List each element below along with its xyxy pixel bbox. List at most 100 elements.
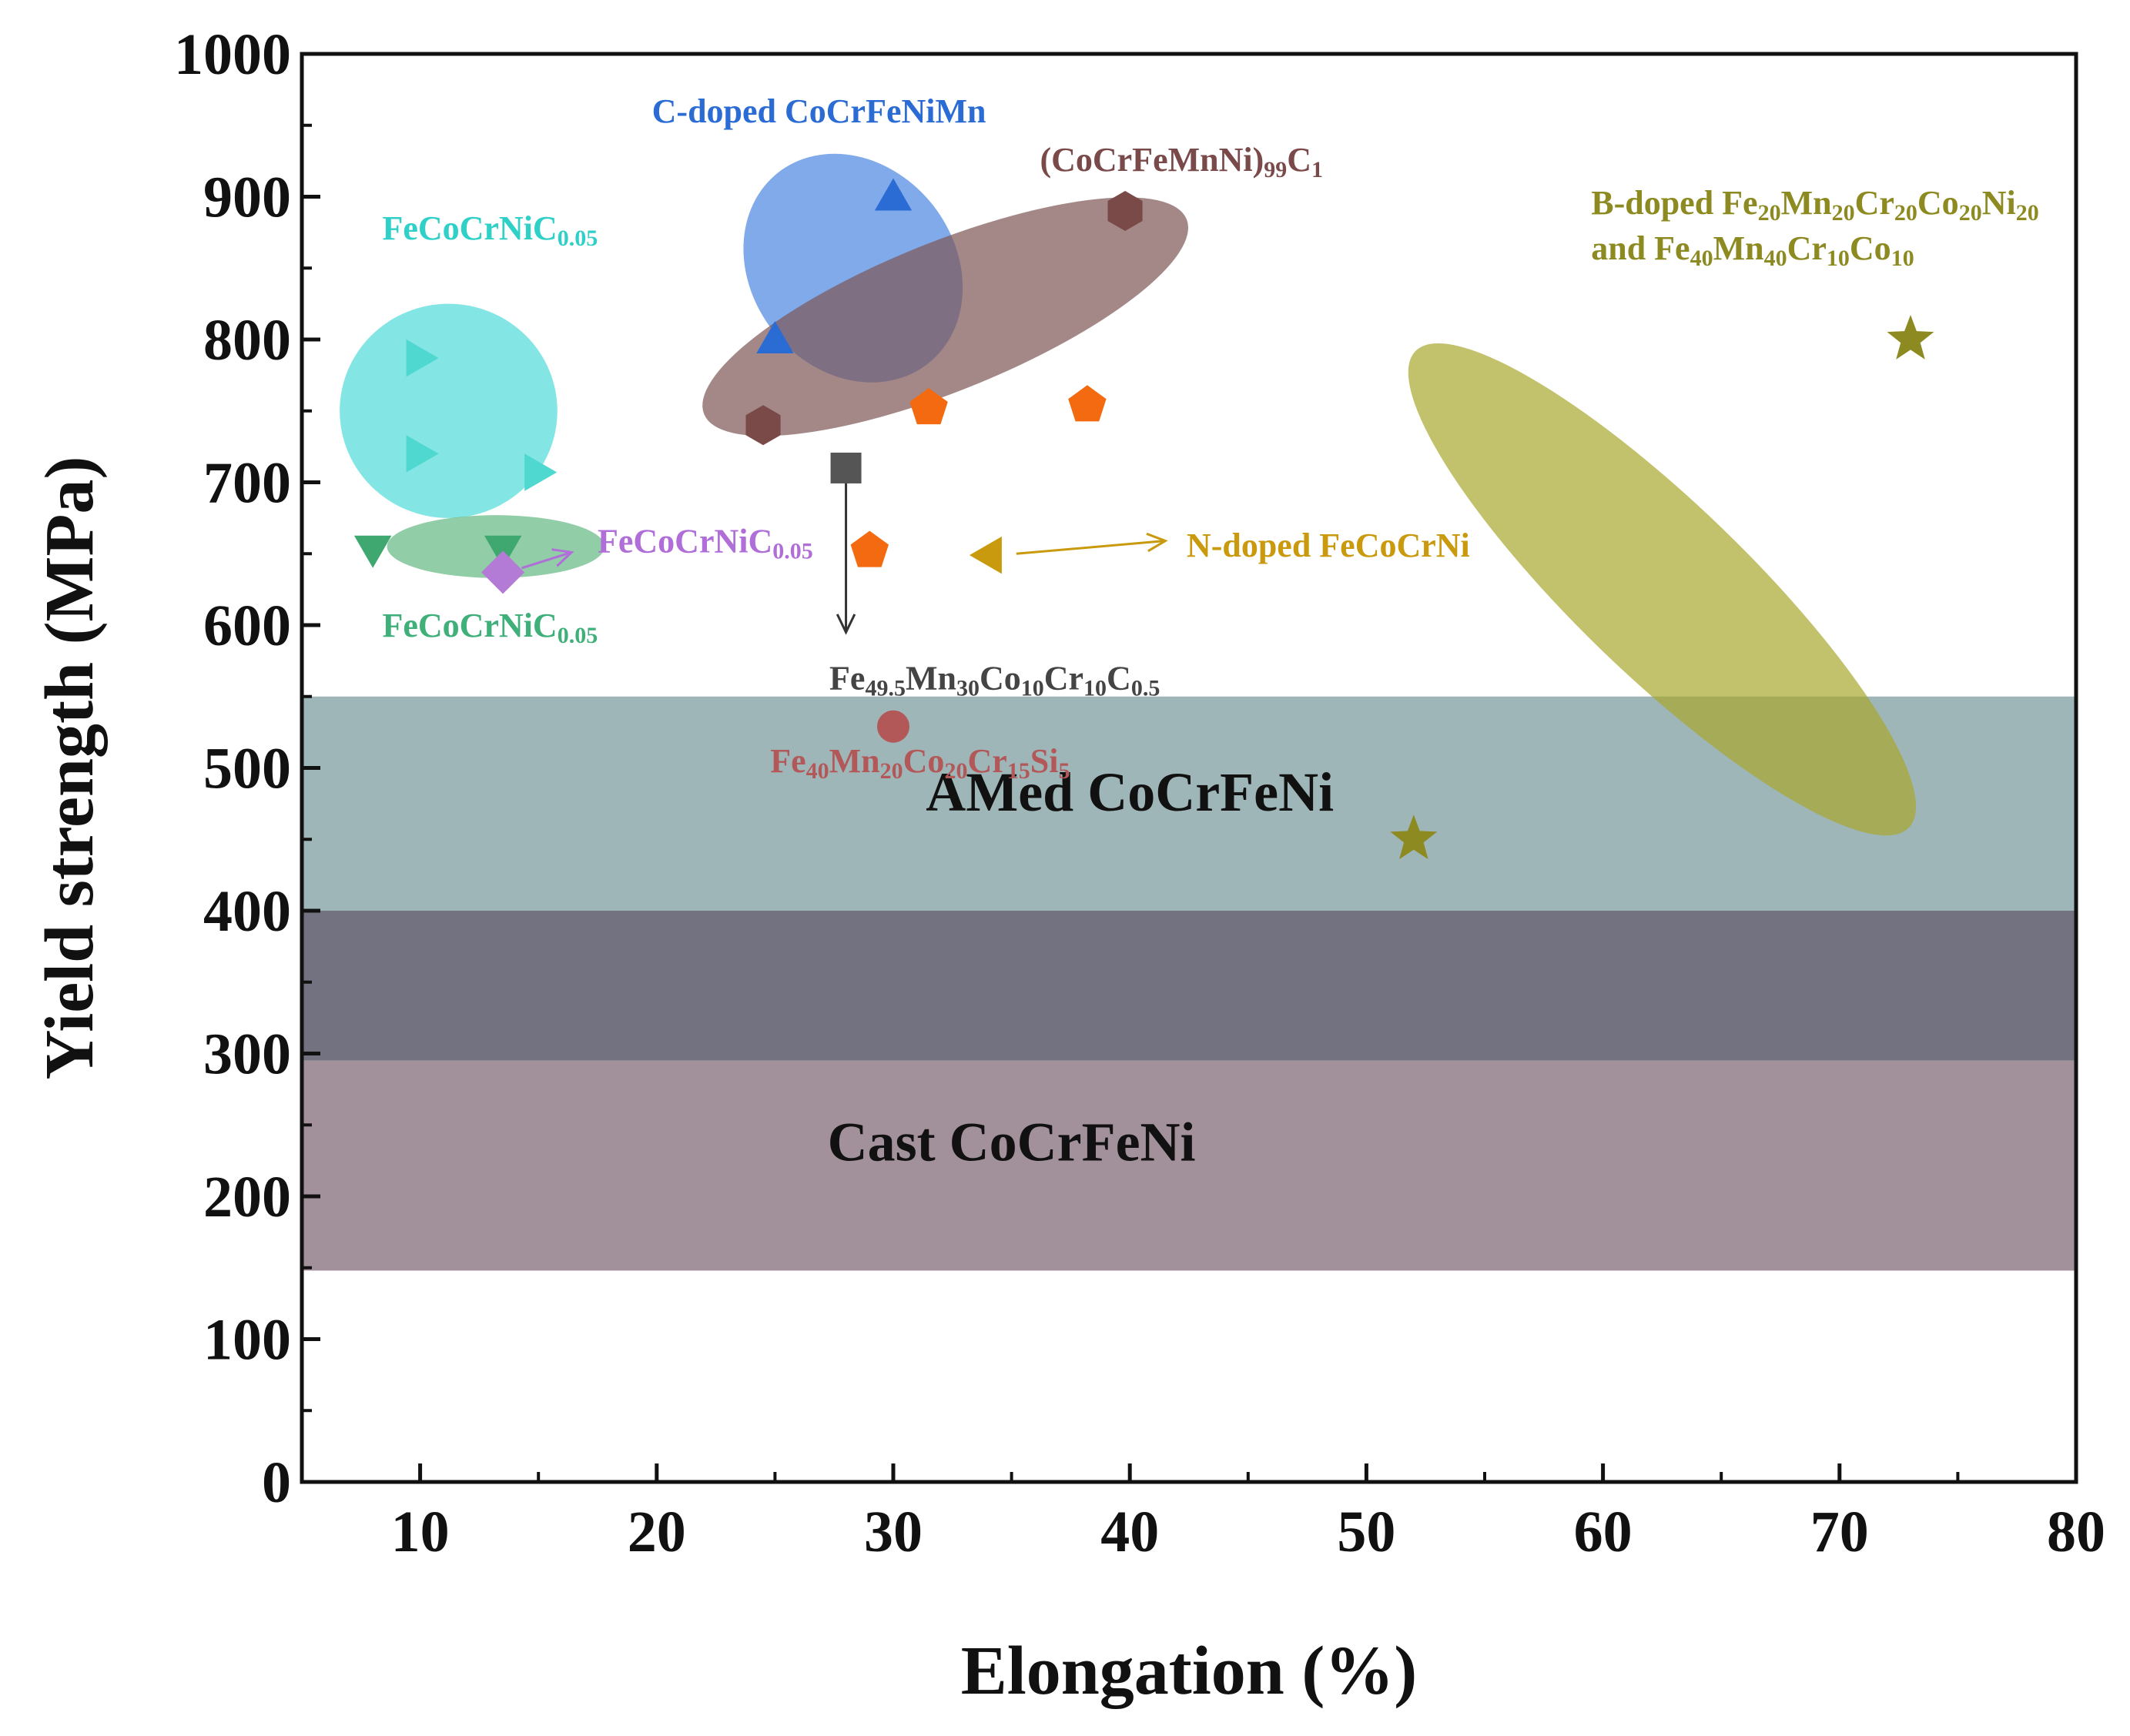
subscript: 40 <box>1764 246 1787 272</box>
marker-triangle-up <box>874 178 913 211</box>
marker-hexagon <box>745 405 781 446</box>
y-tick-label: 900 <box>203 166 291 230</box>
annotation-arrows <box>521 482 1168 635</box>
annotation-label-6: Fe49.5Mn30Co10Cr10C0.5 <box>829 659 1160 701</box>
annotation-label-8: B-doped Fe20Mn20Cr20Co20Ni20 <box>1591 184 2038 226</box>
subscript: 10 <box>1083 676 1107 701</box>
subscript: 0.05 <box>558 226 598 252</box>
subscript: 40 <box>806 758 829 784</box>
label-text: FeCoCrNiC <box>382 209 557 247</box>
subscript: 20 <box>1832 200 1855 226</box>
subscript: 10 <box>1827 246 1850 272</box>
label-text: (CoCrFeMnNi) <box>1040 141 1264 179</box>
fe-mn-co-cr-c-arrow-head <box>836 614 856 635</box>
band-label-amed-cocrfeni: AMed CoCrFeNi <box>926 761 1334 823</box>
label-text: Co <box>980 659 1021 697</box>
label-text: C <box>1107 659 1131 697</box>
y-tick-label: 800 <box>203 308 291 373</box>
subscript: 15 <box>1007 758 1030 784</box>
y-tick-label: 600 <box>203 594 291 658</box>
purple-arrow-head <box>551 548 574 567</box>
x-tick-label: 10 <box>391 1500 450 1564</box>
subscript: 99 <box>1264 158 1287 183</box>
marker-triangle-right <box>406 435 439 473</box>
label-text: B-doped Fe <box>1591 184 1757 222</box>
annotation-label-1: (CoCrFeMnNi)99C1 <box>1040 141 1323 182</box>
marker-pentagon <box>909 388 948 425</box>
subscript: 10 <box>1021 676 1044 701</box>
label-text: Fe <box>829 659 865 697</box>
marker-pentagon <box>850 530 889 567</box>
ellipse-group-0 <box>340 303 558 518</box>
marker-star <box>1887 315 1934 360</box>
y-tick-label: 0 <box>262 1450 291 1515</box>
subscript: 40 <box>1690 246 1713 272</box>
marker-triangle-up <box>756 321 794 353</box>
label-text: Cr <box>1787 229 1827 267</box>
label-text: Ni <box>1982 184 2016 222</box>
y-tick-label: 100 <box>203 1308 291 1373</box>
marker-pentagon <box>1068 385 1107 422</box>
ellipse-group-4 <box>702 197 1188 437</box>
subscript: 0.05 <box>558 623 598 648</box>
label-text: FeCoCrNiC <box>598 522 772 560</box>
y-tick-label: 300 <box>203 1022 291 1087</box>
marker-triangle-right <box>524 453 558 491</box>
subscript: 20 <box>944 758 967 784</box>
label-text: C <box>1287 141 1311 179</box>
annotation-label-3: FeCoCrNiC0.05 <box>598 522 813 564</box>
subscript: 20 <box>2016 200 2039 226</box>
y-tick-label: 700 <box>203 451 291 516</box>
annotation-label-7: Fe40Mn20Co20Cr15Si5 <box>770 742 1070 784</box>
subscript: 1 <box>1311 158 1323 183</box>
n-doped-arrow-head <box>1146 532 1168 553</box>
label-text: Si <box>1030 742 1059 780</box>
subscript: 30 <box>956 676 980 701</box>
y-tick-label: 200 <box>203 1165 291 1229</box>
x-tick-label: 20 <box>628 1500 686 1564</box>
y-axis-title: Yield strength (MPa) <box>32 457 108 1080</box>
annotation-label-9: and Fe40Mn40Cr10Co10 <box>1591 229 1914 271</box>
marker-diamond <box>481 550 525 594</box>
marker-square <box>830 452 862 483</box>
label-text: Cr <box>1855 184 1894 222</box>
x-axis-title: Elongation (%) <box>961 1633 1418 1709</box>
marker-circle <box>877 710 909 743</box>
label-text: Mn <box>1713 229 1764 267</box>
label-text: Cr <box>1044 659 1083 697</box>
x-tick-label: 50 <box>1337 1500 1395 1564</box>
x-tick-label: 60 <box>1574 1500 1633 1564</box>
marker-triangle-down <box>353 535 392 568</box>
marker-triangle-right <box>406 339 439 377</box>
ellipse-group-9 <box>1408 343 1917 836</box>
purple-arrow-shaft <box>521 550 572 570</box>
subscript: 49.5 <box>865 676 906 701</box>
label-text: Co <box>1917 184 1959 222</box>
label-text: N-doped FeCoCrNi <box>1187 527 1470 564</box>
subscript: 5 <box>1058 758 1070 784</box>
marker-hexagon <box>1107 191 1143 231</box>
x-tick-label: 80 <box>2047 1500 2105 1564</box>
subscript: 10 <box>1891 246 1914 272</box>
x-tick-label: 40 <box>1100 1500 1159 1564</box>
label-text: Co <box>903 742 945 780</box>
label-text: Mn <box>906 659 956 697</box>
label-text: Mn <box>1781 184 1832 222</box>
x-tick-label: 70 <box>1810 1500 1869 1564</box>
y-tick-label: 500 <box>203 737 291 801</box>
label-text: Cr <box>967 742 1006 780</box>
subscript: 20 <box>1959 200 1982 226</box>
subscript: 0.5 <box>1131 676 1160 701</box>
subscript: 20 <box>1758 200 1781 226</box>
marker-triangle-left <box>969 536 1002 574</box>
label-text: C-doped CoCrFeNiMn <box>652 92 986 130</box>
label-text: Mn <box>829 742 880 780</box>
group-ellipses <box>340 153 1917 836</box>
annotation-label-0: C-doped CoCrFeNiMn <box>652 92 986 130</box>
band-label-cast-cocrfeni: Cast CoCrFeNi <box>828 1112 1196 1173</box>
y-tick-label: 400 <box>203 879 291 944</box>
n-doped-arrow-shaft <box>1016 540 1166 555</box>
annotation-label-2: FeCoCrNiC0.05 <box>382 209 598 251</box>
subscript: 20 <box>880 758 903 784</box>
